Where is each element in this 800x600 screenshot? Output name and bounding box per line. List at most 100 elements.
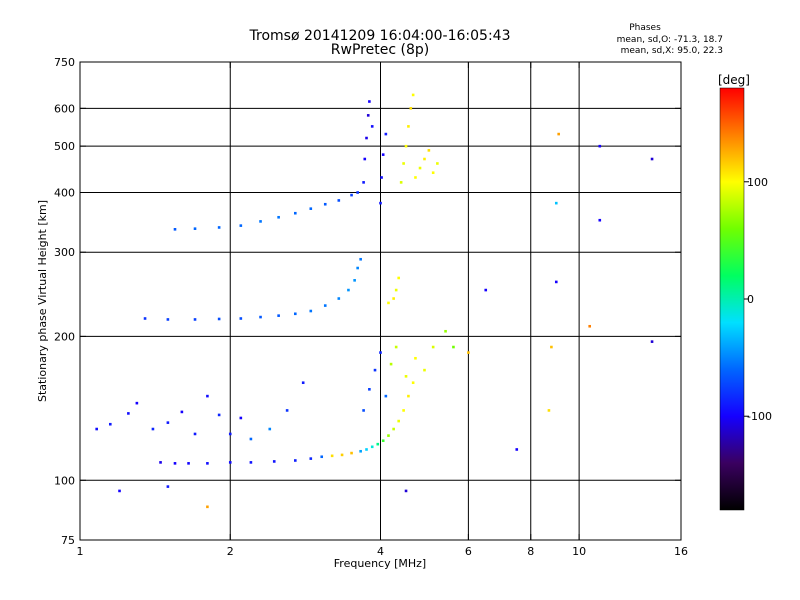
data-point bbox=[588, 324, 591, 328]
data-point bbox=[436, 162, 439, 165]
data-point bbox=[173, 462, 177, 465]
data-point bbox=[118, 489, 121, 493]
y-tick-label: 600 bbox=[54, 102, 75, 115]
y-tick-label: 200 bbox=[54, 330, 75, 343]
data-point bbox=[394, 288, 398, 292]
data-point bbox=[268, 427, 272, 431]
data-point bbox=[294, 459, 297, 462]
data-point bbox=[402, 409, 405, 412]
data-point bbox=[95, 427, 98, 431]
y-tick-label: 500 bbox=[54, 140, 75, 153]
data-point bbox=[166, 318, 170, 321]
data-point bbox=[379, 201, 382, 205]
data-point bbox=[407, 394, 410, 398]
data-point bbox=[166, 485, 170, 488]
data-point bbox=[376, 442, 380, 446]
data-point bbox=[414, 176, 417, 179]
data-point bbox=[380, 176, 383, 179]
data-point bbox=[411, 381, 415, 385]
data-point bbox=[206, 394, 209, 398]
data-point bbox=[397, 419, 400, 423]
data-point bbox=[444, 329, 447, 333]
data-point bbox=[359, 257, 362, 261]
y-tick-label: 400 bbox=[54, 186, 75, 199]
data-point bbox=[277, 215, 280, 219]
x-tick-label: 6 bbox=[465, 545, 472, 558]
data-point bbox=[397, 276, 400, 280]
data-point bbox=[193, 227, 197, 230]
data-point bbox=[285, 409, 289, 412]
data-point bbox=[166, 421, 170, 424]
data-point bbox=[301, 381, 305, 385]
data-point bbox=[217, 317, 221, 321]
data-point bbox=[387, 301, 390, 305]
data-point bbox=[554, 280, 558, 284]
data-point bbox=[340, 453, 344, 457]
data-point bbox=[427, 149, 431, 152]
data-point bbox=[389, 362, 393, 366]
grid-lines bbox=[80, 62, 681, 540]
data-point bbox=[547, 409, 551, 412]
data-point bbox=[228, 461, 232, 464]
data-point bbox=[365, 136, 368, 140]
y-tick-label: 100 bbox=[54, 474, 75, 487]
data-point bbox=[323, 202, 327, 206]
data-point bbox=[598, 144, 602, 148]
data-point bbox=[366, 114, 370, 117]
data-point bbox=[259, 220, 262, 223]
data-point bbox=[484, 288, 488, 292]
echo-points bbox=[95, 93, 654, 509]
data-point bbox=[217, 413, 221, 417]
data-point bbox=[404, 489, 408, 493]
data-point bbox=[239, 317, 243, 320]
x-tick-label: 16 bbox=[674, 545, 688, 558]
data-point bbox=[373, 368, 377, 372]
data-point bbox=[370, 445, 374, 449]
data-point bbox=[294, 312, 297, 316]
axis-ticks: 1 2 4 6 8 10 16 75 100 200 300 400 500 600 750 bbox=[54, 56, 688, 558]
data-point bbox=[431, 171, 435, 175]
data-point bbox=[467, 351, 470, 354]
data-point bbox=[187, 462, 190, 465]
colorbar-label: [deg] bbox=[718, 73, 750, 87]
data-point bbox=[387, 434, 390, 437]
data-point bbox=[323, 304, 327, 307]
data-point bbox=[127, 412, 130, 415]
colorbar-tick-label: -100 bbox=[747, 410, 772, 423]
data-point bbox=[407, 125, 410, 128]
data-point bbox=[554, 201, 558, 205]
x-tick-label: 8 bbox=[527, 545, 534, 558]
plot-frame bbox=[79, 61, 682, 541]
data-point bbox=[249, 461, 253, 464]
data-point bbox=[650, 340, 654, 343]
data-point bbox=[409, 107, 413, 110]
y-axis-label: Stationary phase Virtual Height [km] bbox=[36, 200, 49, 402]
data-point bbox=[259, 315, 262, 319]
data-point bbox=[515, 448, 519, 451]
data-point bbox=[294, 211, 297, 215]
data-point bbox=[193, 318, 197, 321]
data-point bbox=[356, 266, 359, 270]
data-point bbox=[320, 455, 324, 459]
colorbar-ticks: -100 0 100 bbox=[744, 176, 772, 423]
phase-box-x-stats: mean, sd,X: 95.0, 22.3 bbox=[621, 46, 723, 56]
data-point bbox=[381, 439, 385, 443]
x-axis-label: Frequency [MHz] bbox=[334, 557, 426, 570]
data-point bbox=[550, 345, 553, 349]
data-point bbox=[249, 437, 253, 441]
data-point bbox=[330, 454, 334, 458]
data-point bbox=[598, 218, 602, 222]
colorbar-tick-label: 0 bbox=[747, 293, 754, 306]
data-point bbox=[402, 162, 405, 165]
data-point bbox=[309, 457, 313, 460]
data-point bbox=[650, 157, 654, 161]
data-point bbox=[365, 448, 368, 451]
data-point bbox=[347, 288, 350, 292]
data-point bbox=[423, 368, 426, 372]
data-point bbox=[239, 224, 243, 227]
data-point bbox=[452, 345, 455, 349]
x-tick-label: 4 bbox=[377, 545, 384, 558]
data-point bbox=[399, 181, 403, 184]
chart-title: Tromsø 20141209 16:04:00-16:05:43 bbox=[249, 28, 511, 44]
data-point bbox=[193, 432, 197, 436]
